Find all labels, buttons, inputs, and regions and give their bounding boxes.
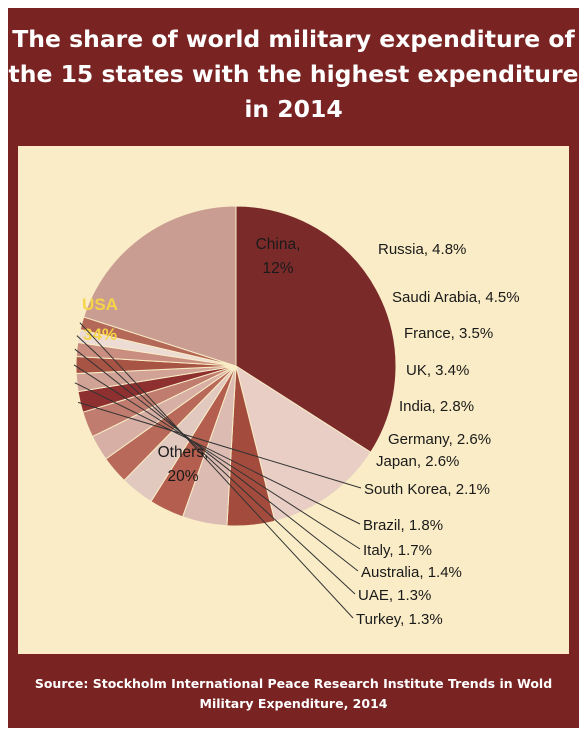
slice-value-china: 12% — [262, 260, 293, 277]
slice-label-south-korea: South Korea, 2.1% — [364, 481, 490, 498]
plot-area: USA 34% China, 12% Russia, 4.8% Saudi Arabia,… — [18, 146, 569, 654]
leader-line-brazil — [74, 382, 361, 525]
pie-chart: USA 34% China, 12% Russia, 4.8% Saudi Arabia,… — [73, 205, 520, 628]
slice-label-france: France, 3.5% — [404, 325, 493, 342]
slice-label-saudi-arabia: Saudi Arabia, 4.5% — [392, 289, 520, 306]
slice-label-japan: Japan, 2.6% — [376, 453, 459, 470]
leader-line-south-korea — [77, 401, 362, 489]
leader-line-turkey — [79, 322, 354, 619]
slice-label-turkey: Turkey, 1.3% — [356, 611, 443, 628]
chart-title: The share of world military expenditure … — [8, 25, 579, 123]
source-note: Source: Stockholm International Peace Re… — [34, 676, 553, 711]
pie-slice-china — [235, 364, 372, 522]
slice-label-usa: USA — [82, 295, 118, 314]
slice-label-uae: UAE, 1.3% — [358, 587, 431, 604]
slice-label-india: India, 2.8% — [399, 398, 474, 415]
slice-label-russia: Russia, 4.8% — [378, 241, 466, 258]
chart-frame: The share of world military expenditure … — [8, 8, 579, 728]
leader-line-uae — [76, 335, 356, 595]
pie-slice-others — [83, 205, 237, 367]
slice-label-china: China, — [256, 236, 301, 253]
slice-value-usa: 34% — [83, 325, 117, 344]
slice-label-brazil: Brazil, 1.8% — [363, 517, 443, 534]
slice-label-germany: Germany, 2.6% — [388, 431, 491, 448]
slice-label-others: Others, — [158, 444, 209, 461]
slice-label-uk: UK, 3.4% — [406, 362, 469, 379]
pie-slice-usa — [235, 205, 397, 454]
slice-label-italy: Italy, 1.7% — [363, 542, 432, 559]
slice-value-others: 20% — [167, 468, 198, 485]
slice-label-australia: Australia, 1.4% — [361, 564, 462, 581]
leader-line-australia — [74, 348, 359, 572]
leader-line-italy — [73, 364, 361, 550]
